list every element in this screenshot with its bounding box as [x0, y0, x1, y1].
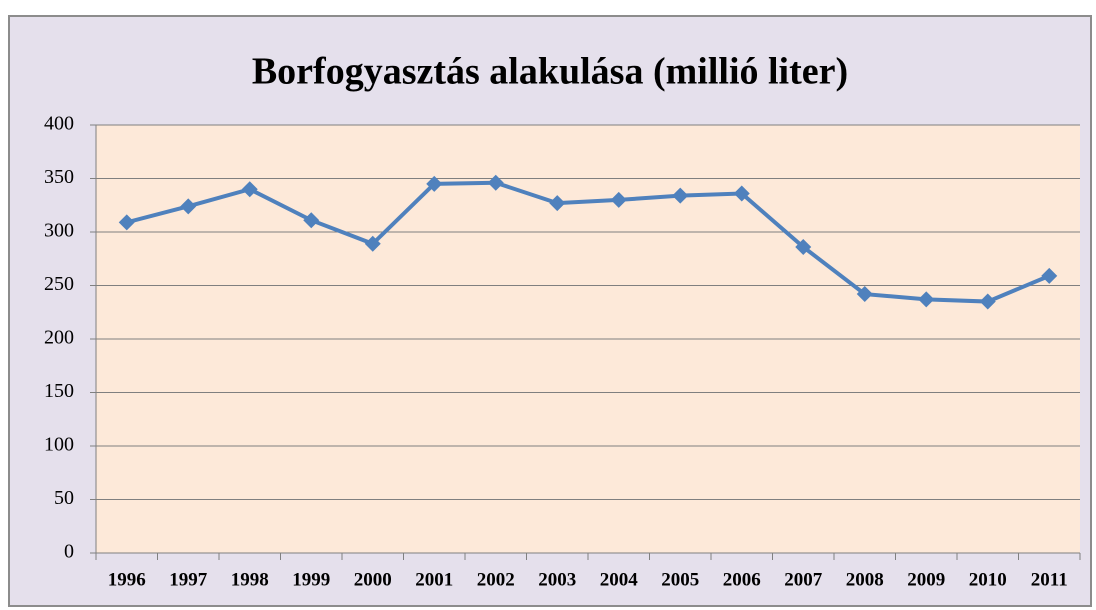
marker [118, 214, 135, 231]
x-tick-label: 2002 [477, 569, 515, 590]
marker [795, 238, 812, 255]
x-tick-label: 2010 [969, 569, 1007, 590]
y-tick-label: 50 [54, 487, 74, 509]
y-tick-label: 350 [44, 166, 74, 188]
x-tick-label: 2005 [661, 569, 699, 590]
marker [364, 235, 381, 252]
marker [856, 286, 873, 303]
x-tick-label: 1998 [231, 569, 269, 590]
chart-title: Borfogyasztás alakulása (millió liter) [252, 51, 848, 93]
y-tick-label: 400 [44, 113, 74, 135]
marker [979, 293, 996, 310]
x-tick-label: 2001 [415, 569, 453, 590]
line [126, 180, 1051, 304]
x-tick-label: 2011 [1031, 569, 1068, 590]
x-tick-label: 2007 [784, 569, 823, 590]
x-tick-label: 1996 [108, 569, 146, 590]
x-tick-label: 2009 [907, 569, 945, 590]
marker [672, 187, 689, 204]
marker [1041, 267, 1058, 284]
marker [487, 174, 504, 191]
x-tick-label: 2003 [538, 569, 576, 590]
x-tick-label: 1997 [169, 569, 208, 590]
x-tick-label: 2006 [723, 569, 761, 590]
x-tick-label: 2008 [846, 569, 884, 590]
x-tick-label: 2004 [600, 569, 639, 590]
marker [733, 185, 750, 202]
x-tick-label: 1999 [292, 569, 330, 590]
y-tick-label: 250 [44, 273, 74, 295]
y-tick-label: 0 [64, 541, 74, 563]
marker [426, 175, 443, 192]
marker [180, 198, 197, 215]
x-tick-label: 2000 [354, 569, 392, 590]
y-tick-label: 300 [44, 220, 74, 242]
y-tick-label: 100 [44, 434, 74, 456]
y-tick-label: 200 [44, 327, 74, 349]
marker [303, 212, 320, 229]
marker [549, 195, 566, 212]
marker [918, 291, 935, 308]
marker [241, 181, 258, 198]
y-tick-label: 150 [44, 380, 74, 402]
marker [610, 191, 627, 208]
